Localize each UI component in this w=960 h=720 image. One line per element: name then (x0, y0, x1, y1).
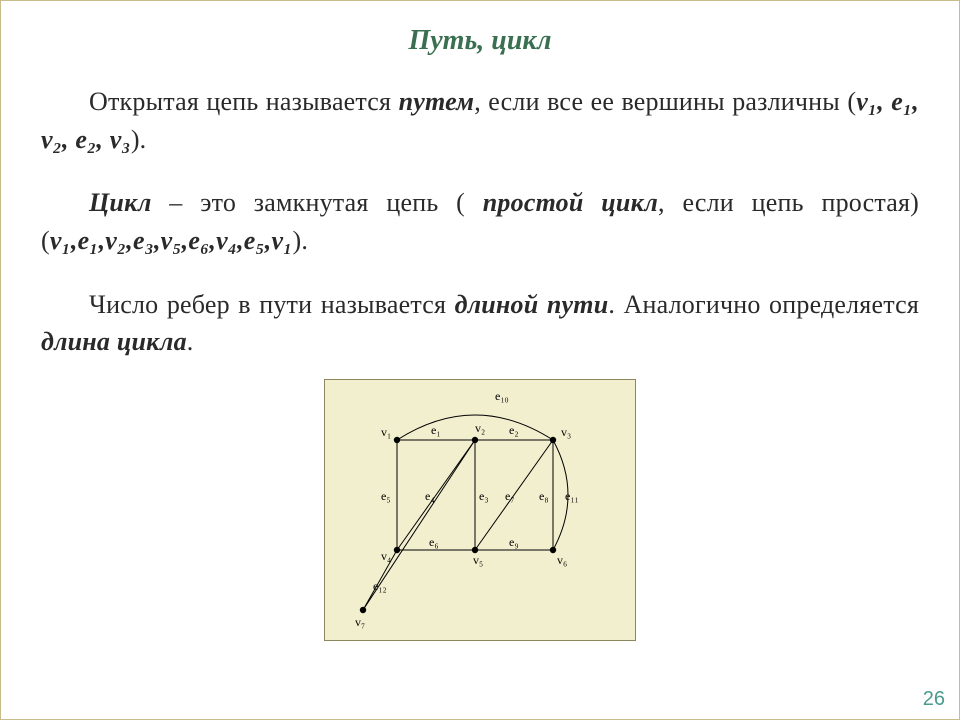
svg-text:v₃: v₃ (561, 425, 571, 439)
svg-text:v₇: v₇ (355, 615, 365, 629)
svg-text:e₆: e₆ (429, 535, 439, 549)
svg-text:e₃: e₃ (479, 489, 489, 503)
p2-seq: v₁,e₁,v₂,e₃,v₅,e₆,v₄,e₅,v₁ (50, 226, 293, 255)
svg-text:e₁₀: e₁₀ (495, 389, 509, 403)
slide-number: 26 (923, 688, 945, 711)
figure-container: e₁ e₂ e₃ e₄ e₅ e₆ e₇ e₈ e₉ e₁₂ e₁₀ e₁₁ v₁ v₂ v₃ v₄ v₅ v₆ v… (41, 379, 919, 641)
svg-text:e₁₂: e₁₂ (373, 579, 387, 593)
svg-text:e₂: e₂ (509, 423, 519, 437)
svg-text:e₈: e₈ (539, 489, 549, 503)
svg-text:v₁: v₁ (381, 425, 391, 439)
p3-post: . (187, 327, 194, 356)
svg-text:e₄: e₄ (425, 489, 435, 503)
p1-post1: , если все ее вершины различны ( (474, 87, 856, 116)
svg-text:v₄: v₄ (381, 549, 391, 563)
p1-term: путем (399, 87, 475, 116)
svg-text:e₅: e₅ (381, 489, 391, 503)
slide-page: Путь, цикл Открытая цепь называется путе… (0, 0, 960, 720)
svg-text:v₂: v₂ (475, 421, 485, 435)
paragraph-1: Открытая цепь называется путем, если все… (41, 83, 919, 158)
p2-term2: простой цикл (483, 188, 658, 217)
svg-text:e₁₁: e₁₁ (565, 489, 579, 503)
paragraph-2: Цикл – это замкнутая цепь ( простой цикл… (41, 184, 919, 259)
p3-term2: длина цикла (41, 327, 187, 356)
svg-text:v₅: v₅ (473, 553, 483, 567)
p1-pre: Открытая цепь называется (89, 87, 399, 116)
slide-title: Путь, цикл (41, 25, 919, 57)
graph-figure: e₁ e₂ e₃ e₄ e₅ e₆ e₇ e₈ e₉ e₁₂ e₁₀ e₁₁ v₁ v₂ v₃ v₄ v₅ v₆ v… (324, 379, 636, 641)
svg-text:v₆: v₆ (557, 553, 567, 567)
p3-pre: Число ребер в пути называется (89, 290, 455, 319)
svg-text:e₁: e₁ (431, 423, 441, 437)
paragraph-3: Число ребер в пути называется длиной пут… (41, 286, 919, 361)
p2-post: ). (293, 226, 309, 255)
p2-mid1: – это замкнутая цепь ( (152, 188, 483, 217)
p3-term1: длиной пути (455, 290, 609, 319)
p1-post2: ). (131, 125, 147, 154)
svg-text:e₉: e₉ (509, 535, 519, 549)
svg-text:e₇: e₇ (505, 489, 515, 503)
p2-term1: Цикл (89, 188, 152, 217)
p3-mid: . Аналогично определяется (608, 290, 919, 319)
